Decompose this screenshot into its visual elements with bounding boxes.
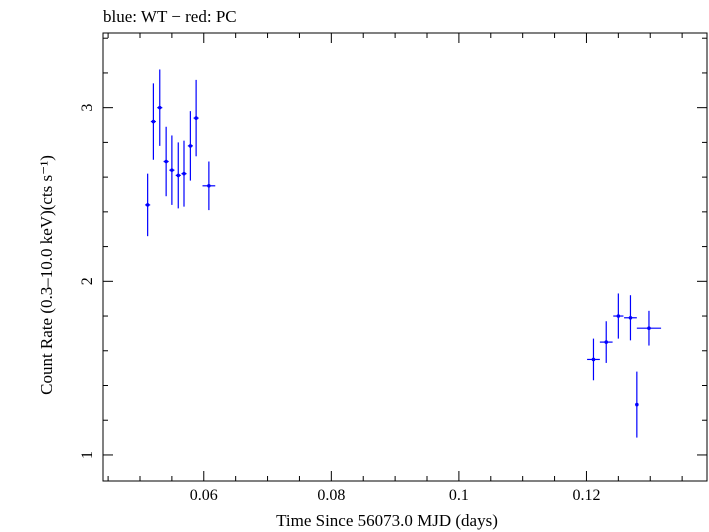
point-marker (151, 119, 156, 124)
data-point (150, 83, 156, 160)
data-point (636, 310, 662, 346)
y-tick-label: 2 (79, 277, 96, 285)
data-point (175, 142, 181, 209)
point-marker (194, 116, 198, 120)
point-marker (145, 203, 150, 207)
point-marker (604, 340, 609, 344)
x-tick-label: 0.1 (449, 487, 469, 504)
x-tick-label: 0.06 (190, 487, 218, 504)
data-point (587, 338, 600, 381)
data-points (145, 69, 662, 438)
point-marker (616, 314, 621, 318)
data-point (613, 293, 624, 339)
data-point (169, 135, 175, 205)
data-point (202, 161, 216, 211)
point-marker (635, 402, 639, 407)
point-marker (157, 105, 162, 110)
y-tick-label: 3 (79, 104, 96, 112)
data-point (193, 79, 199, 157)
data-point (635, 371, 639, 438)
point-marker (176, 173, 181, 178)
x-tick-label: 0.08 (317, 487, 345, 504)
point-marker (628, 315, 633, 320)
axis-ticks: 0.06 0.08 0.1 0.12 1 2 3 (79, 33, 707, 504)
plot-frame (102, 32, 708, 482)
data-point (145, 173, 151, 237)
y-tick-label: 1 (79, 451, 96, 459)
x-axis-label: Time Since 56073.0 MJD (days) (276, 511, 498, 530)
point-marker (164, 159, 168, 164)
point-marker (182, 171, 186, 176)
data-point (187, 111, 193, 181)
data-point (181, 140, 187, 207)
data-point (157, 69, 163, 146)
y-axis-label: Count Rate (0.3–10.0 keV)(cts s⁻¹) (37, 155, 56, 395)
data-point (163, 126, 169, 197)
point-marker (647, 326, 651, 330)
point-marker (207, 184, 211, 188)
point-marker (188, 144, 193, 148)
point-marker (591, 357, 596, 362)
point-marker (170, 168, 174, 172)
chart-title: blue: WT − red: PC (103, 7, 237, 26)
x-tick-label: 0.12 (572, 487, 600, 504)
data-point (624, 295, 637, 341)
data-point (599, 321, 613, 363)
